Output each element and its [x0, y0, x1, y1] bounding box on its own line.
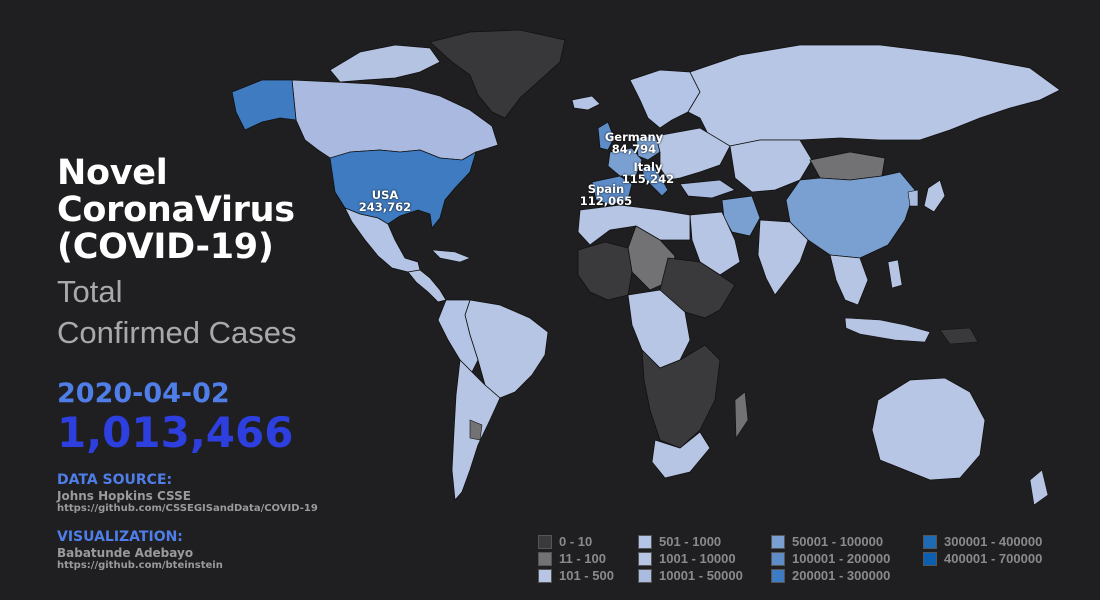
region-central-america[interactable] [407, 269, 447, 303]
country-greenland[interactable] [429, 29, 566, 119]
title-line-1: Novel [57, 153, 168, 193]
legend-item: 200001 - 300000 [771, 567, 890, 584]
callout-spain: Spain 112,065 [576, 183, 636, 207]
data-source-block: DATA SOURCE: Johns Hopkins CSSE https://… [57, 472, 318, 514]
callout-value: 243,762 [358, 200, 412, 214]
subtitle-line-1: Total [57, 274, 123, 309]
legend-item: 101 - 500 [538, 567, 614, 584]
country-japan[interactable] [923, 179, 946, 213]
legend-swatch [638, 534, 652, 549]
country-philippines[interactable] [887, 259, 903, 289]
callout-country: USA [371, 188, 399, 202]
legend: 0 - 10 11 - 100 101 - 500 501 - 1000 100… [538, 533, 1098, 593]
legend-swatch [638, 551, 652, 566]
callout-value: 84,794 [611, 142, 657, 156]
region-southeast-asia[interactable] [829, 254, 869, 306]
country-papua-new-guinea[interactable] [939, 327, 979, 345]
data-source-name: Johns Hopkins CSSE [57, 489, 191, 503]
region-indonesia[interactable] [844, 317, 931, 343]
country-bolivia[interactable] [469, 419, 483, 441]
legend-item: 400001 - 700000 [923, 550, 1042, 567]
legend-swatch [638, 568, 652, 583]
callout-usa: USA 243,762 [355, 189, 415, 213]
callout-value: 115,242 [621, 172, 675, 186]
legend-label: 200001 - 300000 [792, 568, 891, 583]
country-canada-islands[interactable] [329, 44, 441, 83]
country-germany[interactable] [635, 135, 661, 161]
visualization-url[interactable]: https://github.com/bteinstein [57, 560, 223, 571]
country-india[interactable] [757, 219, 809, 296]
legend-item: 10001 - 50000 [638, 567, 743, 584]
legend-item: 100001 - 200000 [771, 550, 890, 567]
visualization-block: VISUALIZATION: Babatunde Adebayo https:/… [57, 529, 223, 571]
visualization-name: Babatunde Adebayo [57, 546, 194, 560]
callout-country: Italy [633, 160, 663, 174]
legend-item: 300001 - 400000 [923, 533, 1042, 550]
legend-label: 10001 - 50000 [659, 568, 743, 583]
country-korea[interactable] [907, 189, 919, 207]
region-west-africa[interactable] [577, 241, 633, 301]
legend-label: 100001 - 200000 [792, 551, 891, 566]
region-southern-africa[interactable] [641, 344, 721, 449]
country-italy[interactable] [641, 165, 669, 197]
callout-country: Spain [587, 182, 625, 196]
region-caribbean[interactable] [431, 249, 471, 263]
country-russia[interactable] [687, 44, 1061, 147]
legend-item: 501 - 1000 [638, 533, 721, 550]
country-mexico[interactable] [344, 207, 421, 273]
country-alaska[interactable] [231, 79, 297, 131]
region-arabia[interactable] [689, 211, 741, 276]
callout-germany: Germany 84,794 [600, 131, 668, 155]
legend-label: 501 - 1000 [659, 534, 722, 549]
legend-label: 11 - 100 [559, 551, 606, 566]
legend-swatch [771, 534, 785, 549]
data-source-url[interactable]: https://github.com/CSSEGISandData/COVID-… [57, 503, 318, 514]
legend-swatch [538, 551, 552, 566]
legend-item: 50001 - 100000 [771, 533, 883, 550]
total-cases: 1,013,466 [57, 408, 294, 457]
country-france[interactable] [607, 147, 643, 177]
legend-item: 0 - 10 [538, 533, 592, 550]
country-south-africa[interactable] [651, 431, 711, 479]
report-date: 2020-04-02 [57, 378, 230, 409]
region-eastern-europe[interactable] [655, 127, 731, 181]
country-madagascar[interactable] [734, 391, 749, 439]
visualization-heading: VISUALIZATION: [57, 529, 183, 545]
legend-swatch [923, 534, 937, 549]
country-canada[interactable] [291, 79, 499, 161]
legend-swatch [923, 551, 937, 566]
legend-label: 400001 - 700000 [944, 551, 1043, 566]
legend-item: 1001 - 10000 [638, 550, 736, 567]
data-source-heading: DATA SOURCE: [57, 472, 173, 488]
legend-swatch [538, 568, 552, 583]
region-andes[interactable] [437, 299, 479, 373]
country-turkey[interactable] [679, 179, 736, 199]
title-panel: Novel CoronaVirus (COVID-19) Total Confi… [57, 155, 377, 456]
subtitle-line-2: Confirmed Cases [57, 315, 297, 350]
country-australia[interactable] [871, 377, 986, 481]
country-mongolia[interactable] [809, 151, 886, 181]
callout-country: Germany [604, 130, 664, 144]
country-new-zealand[interactable] [1029, 469, 1049, 506]
country-uk[interactable] [597, 121, 615, 151]
callout-italy: Italy 115,242 [618, 161, 678, 185]
legend-swatch [771, 568, 785, 583]
legend-label: 50001 - 100000 [792, 534, 884, 549]
legend-label: 300001 - 400000 [944, 534, 1043, 549]
legend-label: 0 - 10 [559, 534, 593, 549]
legend-label: 101 - 500 [559, 568, 614, 583]
legend-swatch [538, 534, 552, 549]
callout-value: 112,065 [579, 194, 633, 208]
legend-item: 11 - 100 [538, 550, 606, 567]
title-line-2: CoronaVirus [57, 190, 295, 230]
legend-label: 1001 - 10000 [659, 551, 736, 566]
legend-swatch [771, 551, 785, 566]
country-iceland[interactable] [571, 95, 601, 111]
title-line-3: (COVID-19) [57, 227, 274, 267]
region-scandinavia[interactable] [629, 69, 701, 129]
